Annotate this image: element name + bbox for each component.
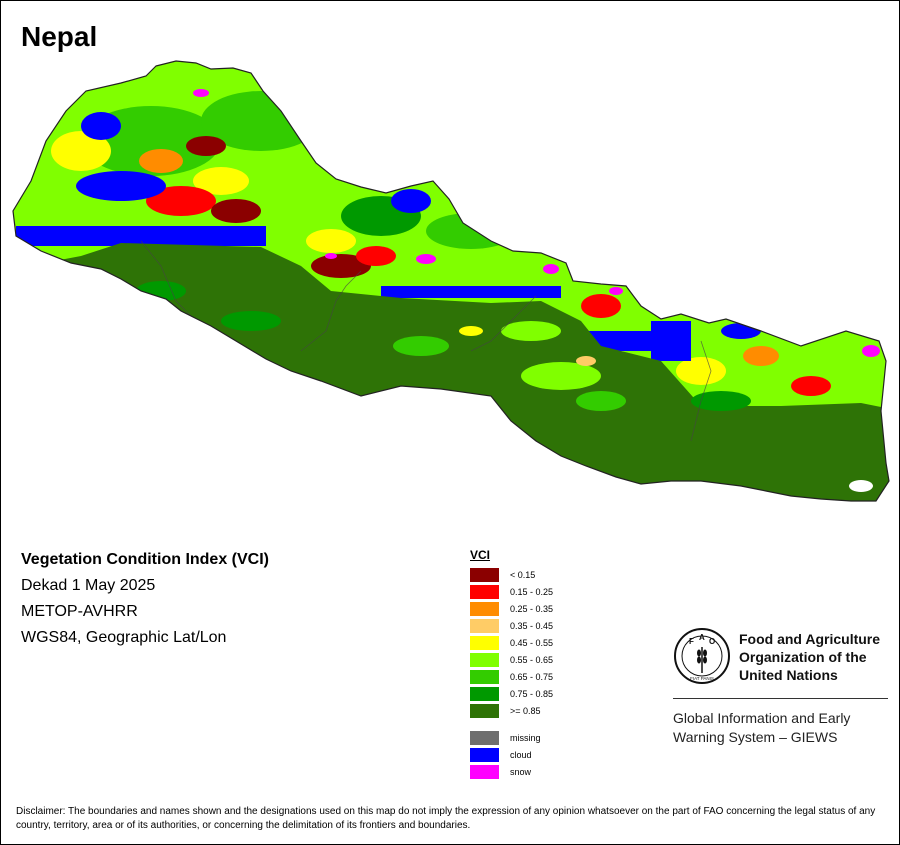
legend-item: 0.65 - 0.75 [470, 668, 553, 685]
legend-label: 0.75 - 0.85 [510, 688, 554, 699]
legend-swatch [470, 652, 499, 667]
legend-swatch [470, 618, 499, 633]
legend-item: 0.25 - 0.35 [470, 600, 553, 617]
legend-item: missing [470, 729, 553, 746]
legend-label: 0.65 - 0.75 [510, 671, 554, 682]
legend-classes: < 0.15 0.15 - 0.25 0.25 - 0.35 0.35 - 0.45 0… [470, 566, 553, 719]
emblem-letter-a: A [699, 633, 705, 642]
legend-item: >= 0.85 [470, 702, 553, 719]
legend-item: 0.15 - 0.25 [470, 583, 553, 600]
legend-swatch [470, 567, 499, 582]
legend-item: 0.35 - 0.45 [470, 617, 553, 634]
legend-label: >= 0.85 [510, 705, 541, 716]
legend-title: VCI [470, 548, 491, 562]
legend-label: snow [510, 766, 532, 777]
disclaimer: Disclaimer: The boundaries and names sho… [16, 806, 876, 831]
period: Dekad 1 May 2025 [21, 577, 156, 594]
legend-label: 0.35 - 0.45 [510, 620, 554, 631]
emblem-letter-o: O [709, 637, 715, 646]
legend-swatch [470, 686, 499, 701]
legend-label: missing [510, 732, 541, 743]
index-name: Vegetation Condition Index (VCI) [21, 551, 269, 568]
giews-line-1: Global Information and Early [673, 710, 851, 726]
fao-name-line-2: Organization of the [739, 649, 867, 665]
legend-swatch [470, 669, 499, 684]
legend-swatch [470, 601, 499, 616]
vci-map [12, 60, 890, 502]
divider [673, 698, 888, 699]
legend-label: 0.45 - 0.55 [510, 637, 554, 648]
sensor: METOP-AVHRR [21, 603, 138, 620]
giews-name: Global Information and Early Warning Sys… [673, 709, 850, 747]
legend-item: 0.75 - 0.85 [470, 685, 553, 702]
legend-item: cloud [470, 746, 553, 763]
fao-name: Food and Agriculture Organization of the… [739, 630, 880, 684]
map-title: Nepal [21, 21, 98, 52]
fao-emblem-icon: F A O FIAT PANIS [674, 628, 730, 684]
legend-item: 0.55 - 0.65 [470, 651, 553, 668]
legend-item: 0.45 - 0.55 [470, 634, 553, 651]
legend-label: cloud [510, 749, 532, 760]
legend-item: < 0.15 [470, 566, 553, 583]
legend-swatch [470, 635, 499, 650]
legend-swatch [470, 764, 499, 779]
fao-name-line-1: Food and Agriculture [739, 631, 881, 647]
fao-name-line-3: United Nations [739, 667, 838, 683]
legend-label: < 0.15 [510, 569, 536, 580]
projection: WGS84, Geographic Lat/Lon [21, 629, 227, 646]
cloud-areas [16, 112, 889, 461]
vci-legend: VCI < 0.15 0.15 - 0.25 0.25 - 0.35 0.35 - 0… [470, 548, 553, 780]
legend-swatch [470, 584, 499, 599]
emblem-letter-f: F [689, 637, 694, 646]
legend-swatch [470, 730, 499, 745]
legend-swatch [470, 747, 499, 762]
legend-item: snow [470, 763, 553, 780]
giews-line-2: Warning System – GIEWS [673, 729, 838, 745]
legend-swatch [470, 703, 499, 718]
legend-label: 0.15 - 0.25 [510, 586, 554, 597]
lowland-patches [136, 281, 873, 492]
emblem-motto: FIAT PANIS [690, 676, 714, 681]
legend-label: 0.25 - 0.35 [510, 603, 554, 614]
legend-label: 0.55 - 0.65 [510, 654, 554, 665]
legend-special: missing cloud snow [470, 729, 553, 780]
snow-areas [193, 89, 880, 357]
map-info: Vegetation Condition Index (VCI) Dekad 1… [21, 551, 269, 655]
province-boundaries [140, 240, 712, 442]
